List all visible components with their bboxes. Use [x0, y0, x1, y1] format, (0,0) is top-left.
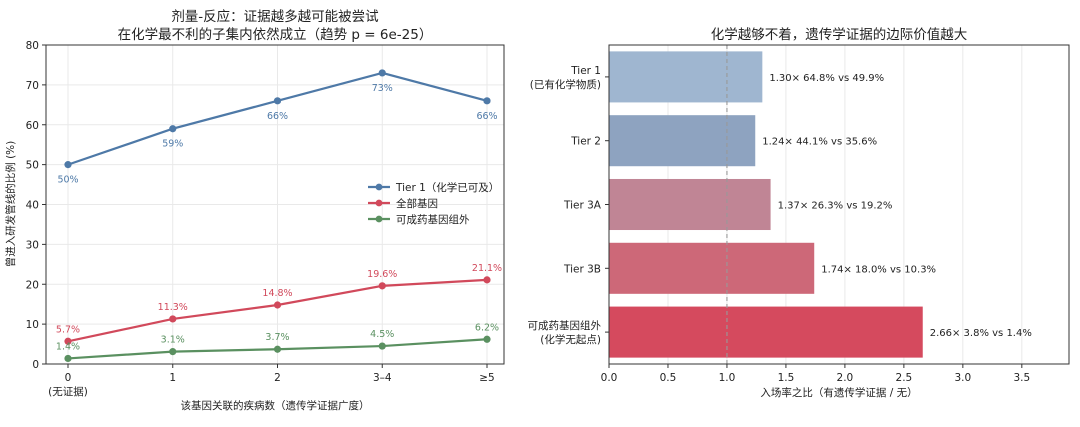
series-0-data-label: 50%: [57, 175, 78, 186]
series-2-point: [64, 354, 72, 363]
left-chart-subtitle: 在化学最不利的子集内依然成立（趋势 p = 6e-25）: [118, 26, 433, 43]
right-x-axis-label: 入场率之比（有遗传学证据 / 无）: [760, 386, 917, 399]
left-x-tick-sublabel: (无证据): [48, 385, 88, 398]
series-0-data-label: 66%: [476, 111, 497, 122]
left-y-tick-label: 20: [26, 279, 39, 291]
series-2-point: [483, 335, 491, 343]
right-chart-title: 化学越够不着，遗传学证据的边际价值越大: [711, 26, 968, 43]
legend-entry-label: 全部基因: [396, 197, 438, 210]
legend-swatch-marker: [375, 199, 383, 207]
series-1-data-label: 11.3%: [158, 302, 188, 313]
left-x-tick-label: 3–4: [373, 372, 392, 384]
right-x-tick-label: 3.0: [954, 372, 971, 384]
legend-entry-label: 可成药基因组外: [396, 213, 470, 226]
series-2-point: [378, 342, 386, 350]
series-1-data-label: 5.7%: [56, 324, 80, 335]
legend-swatch-marker: [375, 215, 383, 223]
series-2-point: [169, 348, 177, 356]
left-chart-title: 剂量-反应：证据越多越可能被尝试: [171, 8, 379, 25]
left-y-axis-label: 曾进入研发管线的比例 (%): [4, 141, 17, 268]
category-label: 可成药基因组外: [528, 319, 602, 332]
left-y-tick-label: 40: [26, 200, 39, 212]
series-1-data-label: 14.8%: [262, 288, 292, 299]
series-0-data-label: 66%: [267, 111, 288, 122]
category-label: Tier 3A: [563, 200, 602, 212]
series-1-point: [169, 315, 177, 323]
bar-3-value-label: 1.74× 18.0% vs 10.3%: [821, 264, 936, 275]
category-sublabel: (化学无起点): [540, 333, 601, 346]
right-x-tick-label: 2.0: [837, 372, 854, 384]
series-2-data-label: 3.7%: [265, 332, 289, 343]
left-x-tick-label: 2: [274, 372, 281, 384]
category-label: Tier 3B: [563, 263, 601, 275]
series-1-point: [64, 337, 72, 345]
left-x-tick-label: ≥5: [479, 372, 494, 384]
left-y-tick-label: 0: [32, 359, 39, 371]
series-2-data-label: 1.4%: [56, 341, 80, 352]
left-y-tick-label: 10: [26, 319, 39, 331]
series-1-data-label: 21.1%: [472, 263, 502, 274]
series-1-point: [378, 282, 386, 290]
series-2-data-label: 3.1%: [161, 335, 185, 346]
bar-0-value-label: 1.30× 64.8% vs 49.9%: [769, 73, 884, 84]
series-0-point: [483, 97, 491, 105]
right-x-tick-label: 2.5: [896, 372, 913, 384]
bar-1: [609, 115, 756, 167]
series-2-point: [273, 345, 282, 353]
series-0-point: [64, 161, 72, 169]
bar-4: [609, 306, 923, 358]
left-y-tick-label: 30: [26, 239, 39, 251]
bar-0: [609, 51, 763, 103]
series-0-point: [169, 125, 177, 133]
series-0-data-label: 59%: [162, 139, 183, 150]
bar-1-value-label: 1.24× 44.1% vs 35.6%: [762, 137, 877, 148]
bar-2: [609, 178, 771, 231]
bar-3: [609, 242, 815, 294]
left-y-tick-label: 70: [26, 80, 39, 92]
left-x-tick-label: 0: [65, 372, 72, 384]
category-sublabel: (已有化学物质): [530, 78, 601, 91]
legend-swatch-marker: [375, 183, 383, 191]
right-x-tick-label: 0.5: [660, 372, 677, 384]
right-x-tick-label: 3.5: [1013, 372, 1030, 384]
right-x-tick-label: 1.5: [778, 372, 795, 384]
series-0-data-label: 73%: [372, 83, 393, 94]
series-1-data-label: 19.6%: [367, 269, 397, 280]
right-x-tick-label: 0.0: [601, 372, 618, 384]
series-0-point: [378, 69, 386, 77]
left-x-axis-label: 该基因关联的疾病数（遗传学证据广度）: [181, 399, 370, 412]
left-y-tick-label: 60: [26, 120, 39, 132]
series-2-data-label: 4.5%: [370, 329, 394, 340]
right-x-tick-label: 1.0: [719, 372, 736, 384]
bar-2-value-label: 1.37× 26.3% vs 19.2%: [778, 201, 893, 212]
bar-4-value-label: 2.66× 3.8% vs 1.4%: [930, 328, 1032, 339]
category-label: Tier 1: [570, 65, 601, 77]
series-2-data-label: 6.2%: [475, 322, 499, 333]
left-y-tick-label: 80: [26, 40, 39, 52]
series-1-point: [273, 301, 282, 309]
series-0-point: [273, 97, 282, 105]
left-y-tick-label: 50: [26, 160, 39, 172]
legend-entry-label: Tier 1（化学已可及）: [395, 181, 499, 194]
category-label: Tier 2: [570, 136, 601, 148]
series-1-point: [483, 276, 491, 284]
left-x-tick-label: 1: [169, 372, 176, 384]
